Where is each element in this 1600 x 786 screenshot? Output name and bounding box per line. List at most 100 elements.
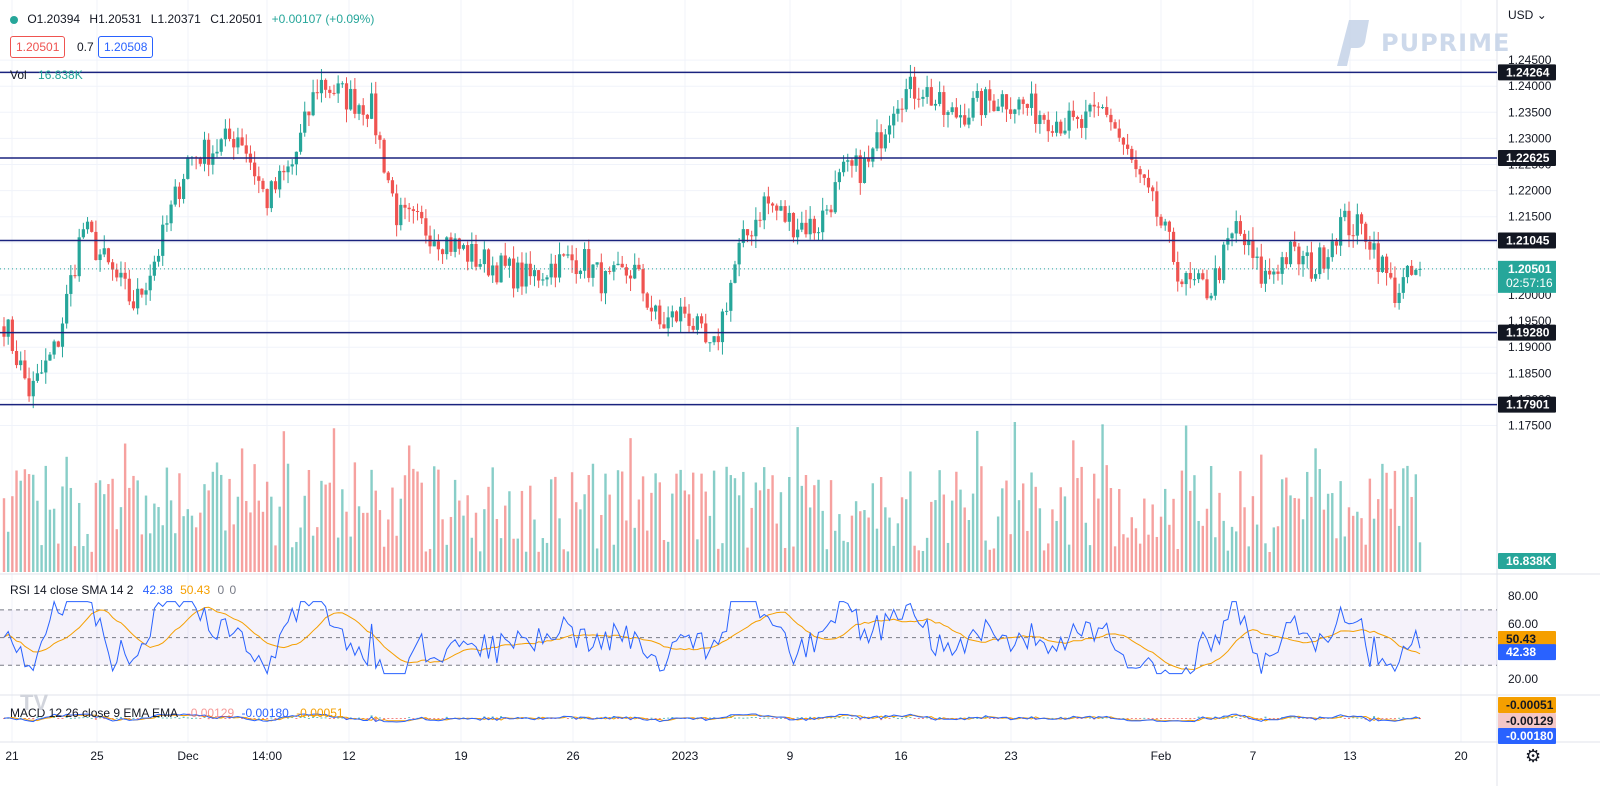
volume-bar — [675, 473, 678, 572]
rsi-badge-bg — [1498, 644, 1556, 661]
horizontal-levels[interactable] — [0, 71, 1497, 406]
buy-button[interactable]: 1.20508 — [98, 36, 154, 58]
candle-body — [1284, 257, 1288, 265]
volume-bar — [270, 496, 273, 572]
volume-bar — [1118, 489, 1121, 572]
volume-bar — [612, 544, 616, 572]
volume-bar — [992, 548, 996, 572]
macd-legend[interactable]: MACD 12 26 close 9 EMA EMA -0.00129 -0.0… — [10, 706, 344, 720]
volume-bar — [278, 506, 281, 572]
candle-body — [1309, 252, 1313, 279]
volume-bar — [871, 483, 875, 572]
macd-hist-bar — [905, 717, 908, 719]
candle-body — [633, 264, 637, 279]
volume-bar — [884, 507, 887, 572]
tradingview-logo-icon: TV — [20, 690, 49, 715]
macd-hist-bar — [813, 718, 816, 720]
macd-signal-value: -0.00051 — [296, 706, 344, 720]
price-axis[interactable]: 1.245001.240001.235001.230001.225001.220… — [1498, 53, 1556, 744]
candle-body — [553, 263, 557, 278]
volume-bar — [729, 475, 732, 572]
candle-body — [578, 270, 583, 275]
candle-body — [1334, 241, 1339, 246]
volume-bar — [1109, 487, 1113, 572]
volume-bar — [40, 545, 43, 572]
candle-body — [282, 170, 286, 173]
candle-body — [1247, 239, 1251, 246]
macd-hist-bar — [671, 717, 674, 719]
macd-hist-bar — [28, 718, 31, 719]
volume-bar — [683, 490, 687, 572]
candle-body — [23, 360, 27, 379]
macd-hist-bar — [1013, 717, 1016, 719]
candle-body — [432, 241, 436, 247]
candle-body — [933, 103, 938, 106]
volume-bar — [441, 519, 444, 572]
candle-body — [44, 360, 48, 373]
candle-body — [570, 254, 574, 261]
macd-hist-bar — [947, 718, 949, 719]
rsi-label: RSI 14 close SMA 14 2 — [10, 583, 134, 597]
candle-body — [883, 134, 887, 149]
volume-bar — [829, 480, 833, 572]
volume-bar — [996, 516, 1000, 572]
macd-hist-bar — [378, 717, 381, 719]
volume-bar — [633, 527, 636, 572]
macd-hist-bar — [796, 717, 799, 719]
rsi-legend[interactable]: RSI 14 close SMA 14 2 42.38 50.43 0 0 — [10, 583, 236, 597]
macd-hist-bar — [834, 717, 837, 719]
gear-icon[interactable]: ⚙ — [1525, 746, 1542, 766]
volume-bar — [662, 540, 666, 572]
volume-bar — [1406, 465, 1409, 572]
volume-bar — [136, 480, 139, 572]
candle-body — [837, 172, 841, 183]
candle-body — [14, 350, 19, 366]
volume-legend[interactable]: Vol 16.838K — [10, 68, 83, 82]
candle-body — [261, 180, 265, 190]
macd-hist-bar — [1076, 718, 1079, 719]
volume-bar — [1088, 545, 1092, 572]
volume-bar — [353, 462, 357, 572]
candle-body — [1063, 130, 1067, 134]
macd-hist-bar — [617, 718, 620, 719]
candle-body — [1347, 210, 1351, 236]
macd-hist-bar — [36, 716, 39, 718]
candle-body — [240, 137, 244, 146]
macd-hist-bar — [287, 717, 290, 719]
candle-body — [716, 336, 720, 343]
candle-body — [65, 293, 69, 324]
rsi-tick: 80.00 — [1508, 589, 1538, 603]
candle-body — [988, 89, 992, 101]
macd-hist-bar — [157, 716, 160, 718]
macd-hist-bar — [1168, 718, 1171, 719]
candle-body — [587, 249, 591, 278]
candle-body — [369, 93, 374, 119]
volume-bar — [616, 470, 620, 572]
volume-bar — [474, 512, 478, 572]
sell-button[interactable]: 1.20501 — [10, 36, 66, 58]
volume-bar — [311, 535, 315, 572]
volume-bar — [316, 527, 319, 572]
volume-bar — [203, 484, 206, 572]
candle-body — [1288, 241, 1293, 265]
candle-body — [215, 151, 219, 154]
candle-body — [641, 269, 645, 294]
macd-hist-bar — [637, 718, 640, 719]
volume-bar — [1264, 543, 1267, 572]
time-axis[interactable]: 21 25 Dec 14:00 12 19 26 2023 9 16 23 Feb 7 13 20 — [5, 749, 1468, 763]
volume-bar — [199, 512, 202, 572]
macd-hist-bar — [190, 717, 193, 719]
volume-bar — [182, 516, 185, 572]
currency-selector[interactable]: USD ⌄ — [1508, 8, 1547, 22]
volume-bar — [1189, 490, 1192, 572]
macd-hist-bar — [1335, 716, 1338, 718]
volume-bar — [846, 542, 849, 572]
candle-body — [1263, 270, 1268, 284]
rsi-sma-badge-bg — [1498, 631, 1556, 648]
macd-hist-bar — [1306, 718, 1309, 719]
macd-hist-bar — [750, 717, 753, 719]
time-tick: 19 — [454, 749, 468, 763]
volume-bar — [1322, 509, 1326, 572]
candle-body — [1226, 238, 1230, 245]
